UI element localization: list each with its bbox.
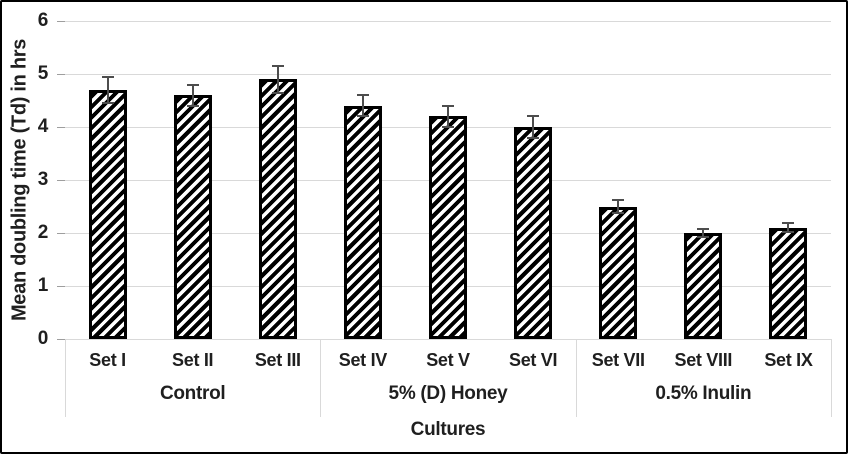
gridline [65, 339, 831, 340]
x-category-label-set-iii: Set III [254, 350, 301, 370]
bar-set-iii [258, 79, 297, 339]
error-bar-set-vii-cap-bottom [612, 211, 625, 214]
error-bar-set-iii-cap-top [271, 65, 284, 68]
error-bar-set-vii [617, 200, 620, 213]
y-tick-label: 6 [37, 10, 49, 31]
y-tick-label: 5 [37, 63, 49, 84]
gridline [65, 21, 831, 22]
error-bar-set-viii [702, 228, 705, 238]
error-bar-set-iv-cap-bottom [356, 115, 369, 118]
error-bar-set-v [447, 105, 449, 127]
y-tick-mark [57, 233, 65, 234]
x-category-label-set-i: Set I [89, 350, 126, 370]
category-separator [575, 339, 577, 417]
error-bar-set-iv [361, 95, 364, 117]
error-bar-set-viii-cap-top [697, 227, 710, 230]
x-category-label-set-v: Set V [426, 350, 470, 370]
error-bar-set-v-cap-top [442, 104, 454, 107]
x-axis-title: Cultures [410, 419, 486, 440]
error-bar-set-ii-cap-bottom [186, 104, 199, 107]
error-bar-set-ix [787, 223, 790, 232]
y-tick-mark [57, 286, 65, 287]
y-tick-mark [57, 74, 65, 75]
error-bar-set-iii [276, 66, 279, 93]
error-bar-set-ii [191, 84, 194, 106]
x-category-label-set-vi: Set VI [508, 350, 558, 370]
x-group-label-0-5-inulin: 0.5% Inulin [655, 383, 752, 404]
y-tick-mark [57, 180, 65, 181]
bar-set-v [429, 116, 467, 339]
category-separator [320, 339, 322, 417]
bar-set-vii [599, 206, 638, 339]
x-group-label-5-d-honey: 5% (D) Honey [388, 383, 508, 404]
error-bar-set-i-cap-bottom [101, 102, 114, 105]
category-separator [65, 339, 66, 417]
x-group-label-control: Control [159, 383, 226, 404]
y-tick-mark [57, 339, 65, 340]
y-tick-label: 1 [37, 275, 49, 296]
gridline [65, 74, 831, 75]
error-bar-set-vi-cap-bottom [527, 136, 540, 139]
x-category-label-set-ix: Set IX [764, 350, 813, 370]
error-bar-set-iv-cap-top [356, 94, 369, 97]
bar-set-ii [173, 95, 212, 339]
error-bar-set-vi-cap-top [527, 115, 540, 118]
error-bar-set-ii-cap-top [186, 83, 199, 86]
error-bar-set-iii-cap-bottom [271, 91, 284, 94]
error-bar-set-vii-cap-top [612, 199, 625, 202]
error-bar-set-i [106, 76, 109, 104]
bar-set-i [88, 89, 127, 339]
x-category-label-set-iv: Set IV [338, 350, 388, 370]
y-tick-label: 4 [37, 116, 49, 137]
x-category-label-set-vii: Set VII [591, 350, 645, 370]
y-tick-label: 0 [37, 328, 49, 349]
error-bar-set-ix-cap-top [782, 222, 795, 225]
error-bar-set-i-cap-top [101, 75, 114, 78]
y-tick-mark [57, 127, 65, 128]
x-category-label-set-viii: Set VIII [674, 350, 733, 370]
bar-set-viii [684, 233, 723, 339]
bar-set-ix [769, 227, 808, 339]
error-bar-set-viii-cap-bottom [697, 236, 710, 239]
error-bar-set-v-cap-bottom [442, 126, 454, 128]
bar-set-iv [343, 105, 382, 339]
category-separator [831, 339, 832, 417]
error-bar-set-ix-cap-bottom [782, 230, 795, 233]
y-tick-label: 3 [37, 169, 49, 190]
bar-set-vi [514, 127, 553, 339]
y-tick-mark [57, 21, 65, 22]
error-bar-set-vi [532, 116, 535, 138]
y-tick-label: 2 [37, 222, 49, 243]
x-category-label-set-ii: Set II [172, 350, 214, 370]
